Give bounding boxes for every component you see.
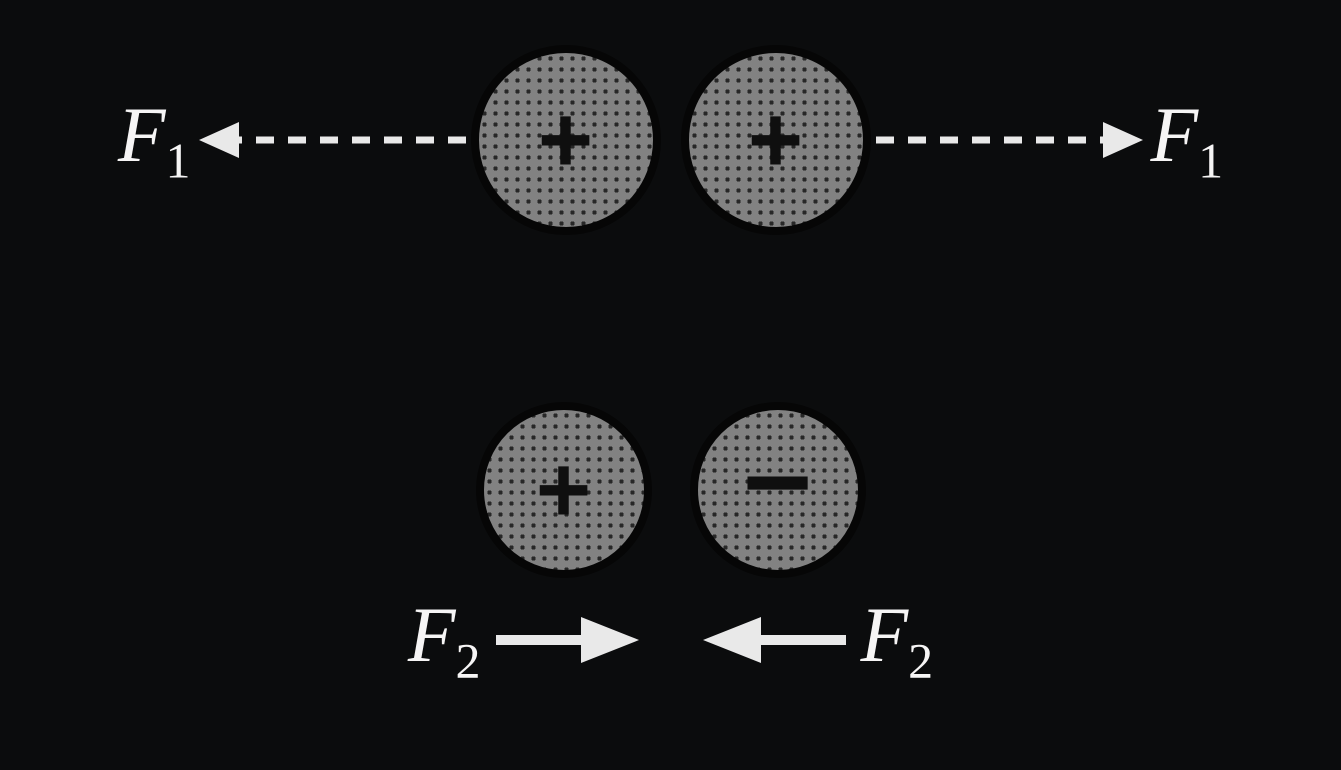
force-label-f1-right: F1: [1151, 90, 1224, 190]
negative-charge: −: [690, 402, 866, 578]
force-label-f2-left: F2: [408, 590, 481, 690]
repulsive-force-row: F1 + + F1: [0, 40, 1341, 240]
force-letter: F: [408, 591, 456, 678]
arrow-left-outward: [191, 110, 471, 170]
right-inward-arrow-group: F2: [696, 590, 934, 690]
force-letter: F: [118, 91, 166, 178]
force-subscript: 2: [908, 633, 933, 689]
physics-diagram: F1 + + F1 + −: [0, 0, 1341, 770]
attractive-force-arrows-row: F2 F2: [0, 590, 1341, 690]
positive-charge-2: +: [681, 45, 871, 235]
plus-sign: +: [748, 93, 803, 188]
force-letter: F: [1151, 91, 1199, 178]
positive-charge-3: +: [476, 402, 652, 578]
force-subscript: 2: [456, 633, 481, 689]
arrow-right-inward: [481, 605, 646, 675]
force-subscript: 1: [166, 133, 191, 189]
minus-sign: −: [742, 422, 812, 542]
plus-sign: +: [536, 443, 591, 538]
force-label-f2-right: F2: [861, 590, 934, 690]
force-label-f1-left: F1: [118, 90, 191, 190]
attractive-force-charges-row: + −: [0, 390, 1341, 590]
arrow-right-outward: [871, 110, 1151, 170]
plus-sign: +: [538, 93, 593, 188]
arrow-left-inward: [696, 605, 861, 675]
positive-charge-1: +: [471, 45, 661, 235]
left-inward-arrow-group: F2: [408, 590, 646, 690]
force-subscript: 1: [1198, 133, 1223, 189]
force-letter: F: [861, 591, 909, 678]
